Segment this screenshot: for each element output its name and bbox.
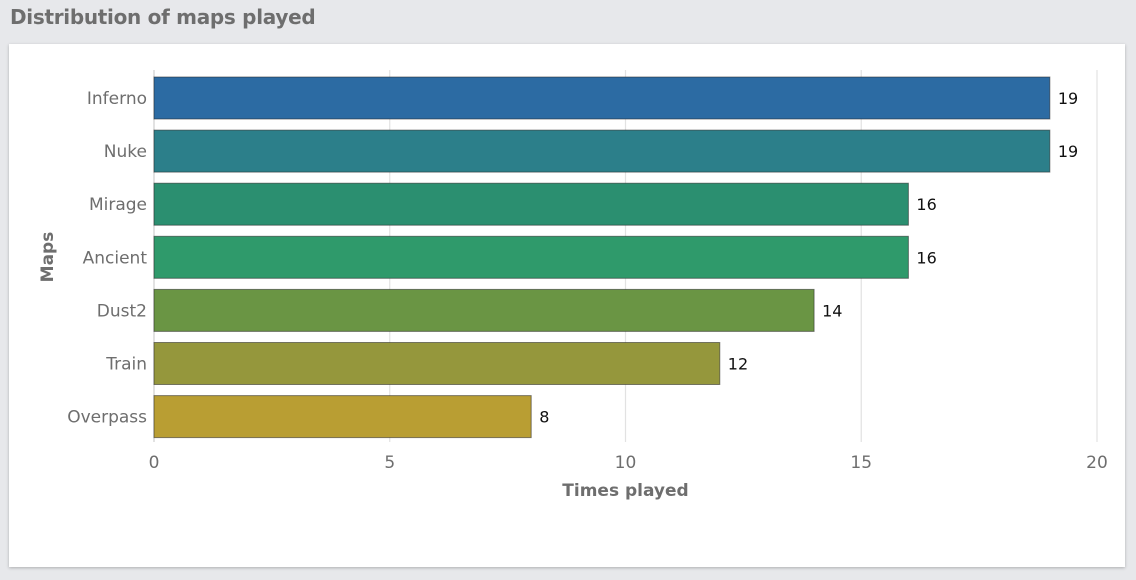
bar-train: [153, 342, 721, 385]
y-tick-label: Inferno: [87, 89, 147, 109]
bar-value-label: 8: [539, 408, 549, 427]
y-tick-label: Train: [105, 355, 147, 375]
x-tick-label: 20: [1086, 453, 1108, 473]
x-tick-label: 5: [384, 453, 395, 473]
x-tick-label: 0: [149, 453, 160, 473]
bar-inferno: [153, 76, 1051, 120]
bar-nuke: [153, 129, 1051, 173]
x-tick-label: 15: [850, 453, 872, 473]
bar-value-label: 14: [822, 301, 842, 320]
bar-value-label: 19: [1058, 142, 1078, 161]
x-tick-label: 10: [615, 453, 637, 473]
y-tick-label: Overpass: [67, 408, 147, 428]
x-axis-title: Times played: [562, 481, 688, 501]
y-tick-label: Nuke: [104, 142, 147, 162]
bar-dust2: [153, 288, 815, 332]
bar-value-label: 19: [1058, 89, 1078, 108]
bar-value-label: 16: [916, 248, 936, 267]
page-title: Distribution of maps played: [10, 5, 316, 29]
bars: [153, 76, 1051, 439]
y-tick-label: Dust2: [97, 301, 147, 321]
bar-ancient: [153, 235, 909, 279]
bar-mirage: [153, 182, 909, 226]
bar-overpass: [153, 395, 532, 439]
labels: 0 5 10 15 20 Inferno 19 Nuke 19 Mirage 16 Ancient 16…: [67, 89, 1108, 473]
bar-value-label: 12: [728, 355, 748, 374]
bar-value-label: 16: [916, 195, 936, 214]
y-tick-label: Mirage: [89, 195, 147, 215]
y-axis-title: Maps: [38, 232, 58, 283]
y-tick-label: Ancient: [83, 248, 148, 268]
